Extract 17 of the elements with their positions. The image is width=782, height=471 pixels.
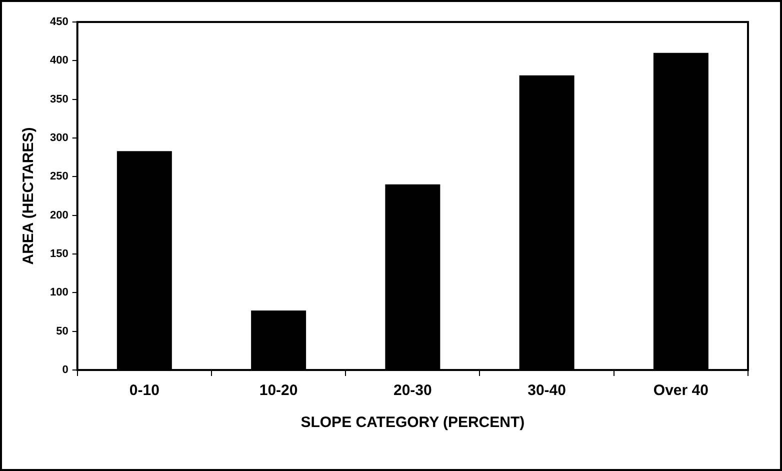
x-tick-label: 20-30 — [393, 382, 432, 400]
x-axis-title: SLOPE CATEGORY (PERCENT) — [300, 414, 525, 432]
x-tick-label: 10-20 — [259, 382, 298, 400]
y-tick-label: 150 — [50, 248, 68, 260]
y-tick-label: 450 — [50, 16, 68, 28]
y-tick-label: 50 — [56, 325, 68, 338]
x-tick-label: Over 40 — [653, 382, 708, 400]
y-tick-label: 250 — [50, 170, 68, 183]
x-tick-label: 0-10 — [129, 382, 160, 400]
y-tick-label: 300 — [50, 132, 68, 144]
y-tick-label: 200 — [50, 209, 68, 222]
y-tick-label: 350 — [50, 93, 68, 106]
y-tick-label: 100 — [50, 286, 68, 299]
y-tick-label: 400 — [50, 54, 68, 67]
y-axis-title: AREA (HECTARES) — [20, 127, 38, 265]
x-tick-label: 30-40 — [528, 382, 566, 400]
y-tick-label: 0 — [62, 364, 68, 376]
